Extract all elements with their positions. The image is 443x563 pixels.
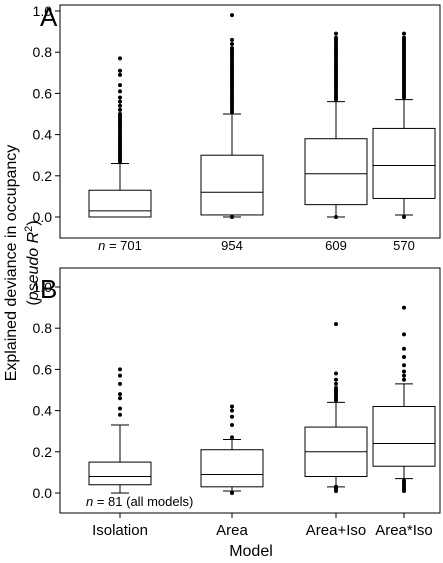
panel-frame [59,267,441,514]
y-tick-label: 0.2 [33,168,53,184]
outlier-point [118,381,122,386]
outlier-point [118,367,122,372]
outlier-point [402,215,406,219]
x-tick-label: Isolation [92,522,148,539]
outlier-point [118,373,122,378]
outlier-point [118,412,122,417]
y-tick-label: 1.0 [33,279,53,295]
outlier-point [230,41,234,46]
y-tick-label: 0.8 [33,44,53,60]
y-tick-label: 0.6 [33,361,53,377]
n-label: 570 [393,238,415,253]
panel-B: B 0.0 0.2 0.4 0.6 0.8 1.0 n = 81 (all models) Is… [33,267,441,539]
x-axis-title: Model [229,543,273,560]
outlier-point [118,103,122,108]
x-tick-label: Area+Iso [306,522,366,539]
box-Area [200,154,264,216]
outlier-point [402,369,406,374]
panel-label: A [40,2,58,32]
n-label: n = 701 [98,238,142,253]
outlier-point [402,35,406,40]
y-tick-label: 0.4 [33,403,53,419]
box-Area [200,449,264,488]
outlier-point [334,385,338,390]
outlier-point [230,46,234,51]
outlier-point [334,381,338,386]
outlier-point [230,37,234,42]
outlier-point [118,107,122,112]
outlier-point [402,377,406,382]
y-tick-label: 1.0 [33,3,53,19]
x-tick-label: Area [216,522,248,539]
outlier-point [118,95,122,100]
outlier-point [118,68,122,73]
outlier-point [334,215,338,219]
n-label: 609 [325,238,347,253]
panel-frame [59,4,441,239]
box-Area*Iso [372,405,436,467]
y-tick-label: 0.2 [33,444,53,460]
outlier-point [334,377,338,382]
outlier-point [230,435,234,440]
outlier-point [334,322,338,327]
outlier-point [334,484,338,489]
box-Area+Iso [304,138,368,206]
outlier-point [402,305,406,310]
x-tick-label: Area*Iso [375,522,433,539]
y-axis-title-line1: Explained deviance in occupancy [3,145,20,382]
y-axis-title-line2: (pseudo R2) [23,220,42,305]
outlier-point [402,363,406,368]
outlier-point [118,396,122,401]
outlier-point [118,83,122,88]
outlier-point [118,56,122,61]
outlier-point [230,13,234,18]
outlier-point [118,392,122,397]
outlier-point [118,406,122,411]
outlier-point [118,99,122,104]
box-Area*Iso [372,127,436,199]
box-Isolation [88,189,152,218]
outlier-point [230,215,234,219]
outlier-point [402,478,406,483]
n-label: n = 81 (all models) [86,494,193,509]
y-tick-label: 0.4 [33,127,53,143]
outlier-point [230,491,234,495]
outlier-point [334,35,338,40]
outlier-point [230,414,234,419]
outlier-point [230,408,234,413]
y-tick-label: 0.0 [33,209,53,225]
y-tick-label: 0.0 [33,485,53,501]
outlier-point [402,355,406,360]
panel-label: B [40,274,57,304]
outlier-point [118,112,122,116]
outlier-point [402,346,406,351]
outlier-point [334,31,338,36]
outlier-point [118,72,122,77]
y-tick-label: 0.8 [33,320,53,336]
outlier-point [402,31,406,36]
outlier-point [230,404,234,409]
panel-A: A 0.0 0.2 0.4 0.6 0.8 1.0 n = 701 954 609 570 [33,2,441,253]
outlier-point [118,89,122,94]
box-Isolation [88,461,152,486]
y-tick-label: 0.6 [33,85,53,101]
outlier-point [402,373,406,378]
n-label: 954 [221,238,243,253]
outlier-point [402,332,406,337]
outlier-point [230,423,234,428]
outlier-point [334,371,338,376]
